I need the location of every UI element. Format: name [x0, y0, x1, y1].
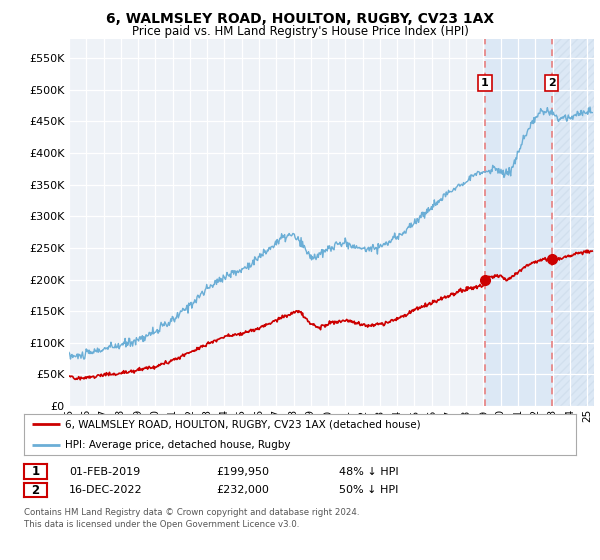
Text: 6, WALMSLEY ROAD, HOULTON, RUGBY, CV23 1AX (detached house): 6, WALMSLEY ROAD, HOULTON, RUGBY, CV23 1… — [65, 419, 421, 429]
Text: 48% ↓ HPI: 48% ↓ HPI — [339, 466, 398, 477]
Text: £232,000: £232,000 — [216, 485, 269, 495]
Text: 16-DEC-2022: 16-DEC-2022 — [69, 485, 143, 495]
Bar — [485, 39, 552, 406]
Text: £199,950: £199,950 — [216, 466, 269, 477]
Text: 1: 1 — [481, 78, 489, 88]
Bar — [552, 39, 594, 406]
Text: HPI: Average price, detached house, Rugby: HPI: Average price, detached house, Rugb… — [65, 440, 291, 450]
Text: 01-FEB-2019: 01-FEB-2019 — [69, 466, 140, 477]
Text: 2: 2 — [31, 483, 40, 497]
Text: Price paid vs. HM Land Registry's House Price Index (HPI): Price paid vs. HM Land Registry's House … — [131, 25, 469, 38]
Text: 50% ↓ HPI: 50% ↓ HPI — [339, 485, 398, 495]
Text: Contains HM Land Registry data © Crown copyright and database right 2024.
This d: Contains HM Land Registry data © Crown c… — [24, 508, 359, 529]
Text: 1: 1 — [31, 465, 40, 478]
Text: 2: 2 — [548, 78, 556, 88]
Bar — [552, 39, 594, 406]
Text: 6, WALMSLEY ROAD, HOULTON, RUGBY, CV23 1AX: 6, WALMSLEY ROAD, HOULTON, RUGBY, CV23 1… — [106, 12, 494, 26]
